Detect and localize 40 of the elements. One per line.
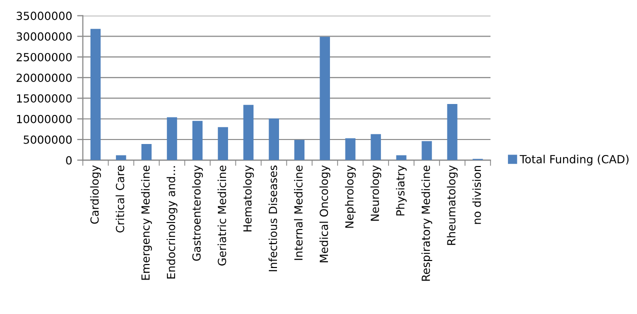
x-tick-label: Critical Care xyxy=(116,166,124,232)
y-tick-label: 25000000 xyxy=(16,52,72,62)
bar xyxy=(422,141,432,160)
x-tick-label: Cardiology xyxy=(90,165,101,224)
bar xyxy=(320,36,330,160)
x-tick-label: Medical Oncology xyxy=(319,165,330,262)
bar xyxy=(447,104,458,160)
x-tick-label: Gastroenterology xyxy=(192,165,203,261)
bar xyxy=(116,155,126,160)
x-tick-label: Endocrinology and… xyxy=(166,166,178,278)
bar xyxy=(141,144,152,160)
x-tick-label: Rheumatology xyxy=(446,165,458,245)
bar xyxy=(90,28,101,160)
y-tick-label: 10000000 xyxy=(17,114,72,124)
bar xyxy=(345,138,356,160)
x-tick-label: Emergency Medicine xyxy=(141,166,152,280)
x-tick-label: Infectious Diseases xyxy=(268,166,278,272)
y-tick-label: 35000000 xyxy=(16,12,72,20)
bar xyxy=(370,134,381,160)
y-tick-label: 5000000 xyxy=(24,135,72,144)
bar xyxy=(166,117,178,160)
x-tick-label: no division xyxy=(472,166,481,224)
bar xyxy=(268,118,280,160)
y-tick-label: 0 xyxy=(66,156,72,165)
legend-label: Total Funding (CAD) xyxy=(520,154,628,166)
bar xyxy=(294,140,304,160)
y-tick-label: 15000000 xyxy=(17,94,72,103)
x-tick-label: Respiratory Medicine xyxy=(421,166,432,281)
x-tick-label: Neurology xyxy=(370,165,382,221)
x-tick-label: Physiatry xyxy=(396,165,407,216)
bar xyxy=(218,127,228,160)
bar xyxy=(192,120,203,160)
x-tick-label: Internal Medicine xyxy=(294,166,303,260)
y-tick-label: 30000000 xyxy=(16,32,72,41)
x-tick-label: Hematology xyxy=(243,165,254,232)
bar xyxy=(243,104,254,160)
x-tick-label: Geriatric Medicine xyxy=(218,166,226,266)
x-tick-label: Nephrology xyxy=(344,165,356,228)
bar xyxy=(396,155,406,160)
y-tick-label: 20000000 xyxy=(16,74,72,82)
